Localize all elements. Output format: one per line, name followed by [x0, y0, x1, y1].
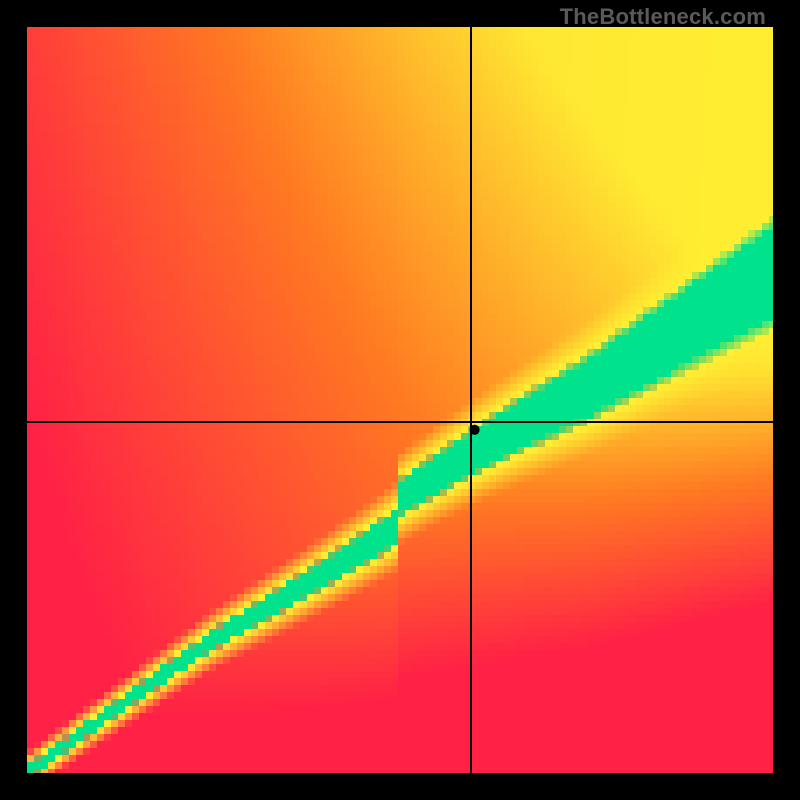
- heatmap-canvas: [0, 0, 800, 800]
- attribution-label: TheBottleneck.com: [560, 4, 766, 30]
- chart-container: TheBottleneck.com: [0, 0, 800, 800]
